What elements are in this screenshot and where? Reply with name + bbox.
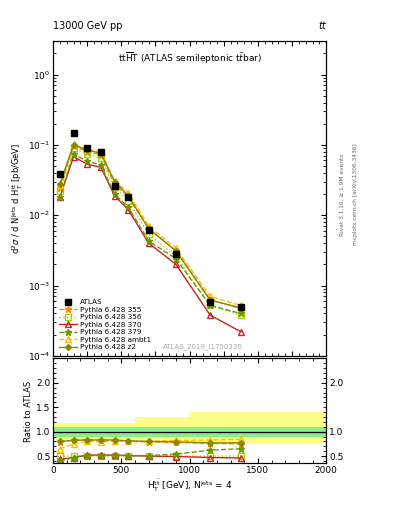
Pythia 6.428 355 (71, 143, 76, 149)
Pythia 6.428 370 (99, 164, 103, 170)
Pythia 6.428 370 (126, 206, 130, 212)
Pythia 6.428 z2 (71, 142, 76, 148)
Line: Pythia 6.428 379: Pythia 6.428 379 (57, 150, 244, 317)
Pythia 6.428 355 (239, 306, 243, 312)
Text: tt: tt (318, 20, 326, 31)
Text: Rivet 3.1.10, ≥ 1.9M events: Rivet 3.1.10, ≥ 1.9M events (340, 154, 344, 236)
Pythia 6.428 379 (71, 151, 76, 157)
Pythia 6.428 370 (57, 194, 62, 200)
Pythia 6.428 355 (57, 185, 62, 191)
Pythia 6.428 356 (85, 151, 90, 157)
Pythia 6.428 ambt1 (174, 245, 178, 251)
Pythia 6.428 356 (126, 198, 130, 204)
Pythia 6.428 ambt1 (126, 189, 130, 196)
ATLAS (126, 194, 130, 200)
Text: tt$\overline{\rm H}$T (ATLAS semileptonic t$\bar{t}$bar): tt$\overline{\rm H}$T (ATLAS semileptoni… (118, 50, 262, 66)
Pythia 6.428 370 (71, 154, 76, 160)
Pythia 6.428 z2 (85, 147, 90, 153)
Pythia 6.428 z2 (174, 248, 178, 254)
Pythia 6.428 356 (239, 312, 243, 318)
Pythia 6.428 356 (57, 188, 62, 194)
Pythia 6.428 ambt1 (112, 178, 117, 184)
Pythia 6.428 370 (239, 329, 243, 335)
Pythia 6.428 356 (146, 231, 151, 237)
Pythia 6.428 355 (99, 152, 103, 158)
Pythia 6.428 356 (112, 184, 117, 190)
Pythia 6.428 379 (239, 310, 243, 316)
Pythia 6.428 ambt1 (239, 303, 243, 309)
X-axis label: H$_{\rm T}^{\rm t\bar{t}}$ [GeV], N$^{\rm jets}$ = 4: H$_{\rm T}^{\rm t\bar{t}}$ [GeV], N$^{\r… (147, 478, 232, 494)
Line: Pythia 6.428 z2: Pythia 6.428 z2 (58, 143, 243, 310)
Pythia 6.428 379 (57, 194, 62, 200)
Pythia 6.428 ambt1 (71, 141, 76, 147)
ATLAS (208, 299, 213, 305)
Legend: ATLAS, Pythia 6.428 355, Pythia 6.428 356, Pythia 6.428 370, Pythia 6.428 379, P: ATLAS, Pythia 6.428 355, Pythia 6.428 35… (57, 297, 153, 352)
Pythia 6.428 379 (174, 255, 178, 262)
Pythia 6.428 356 (71, 145, 76, 151)
Pythia 6.428 355 (174, 248, 178, 254)
Pythia 6.428 370 (146, 240, 151, 246)
Pythia 6.428 355 (85, 148, 90, 155)
Pythia 6.428 z2 (239, 305, 243, 311)
Pythia 6.428 379 (126, 204, 130, 210)
Pythia 6.428 ambt1 (146, 223, 151, 229)
Pythia 6.428 379 (99, 162, 103, 168)
Pythia 6.428 370 (174, 261, 178, 267)
Pythia 6.428 379 (85, 158, 90, 164)
ATLAS (112, 183, 117, 189)
ATLAS (85, 145, 90, 151)
ATLAS (71, 131, 76, 137)
Text: mcplots.cern.ch [arXiv:1306.3436]: mcplots.cern.ch [arXiv:1306.3436] (353, 144, 358, 245)
Pythia 6.428 z2 (126, 193, 130, 199)
Pythia 6.428 ambt1 (99, 149, 103, 155)
Pythia 6.428 z2 (146, 226, 151, 232)
Pythia 6.428 z2 (112, 179, 117, 185)
Pythia 6.428 355 (126, 194, 130, 200)
Pythia 6.428 z2 (99, 150, 103, 156)
Line: Pythia 6.428 ambt1: Pythia 6.428 ambt1 (57, 141, 244, 308)
Text: 13000 GeV pp: 13000 GeV pp (53, 20, 123, 31)
Pythia 6.428 379 (112, 191, 117, 197)
ATLAS (239, 304, 243, 310)
Pythia 6.428 356 (99, 155, 103, 161)
Pythia 6.428 z2 (57, 181, 62, 187)
Pythia 6.428 370 (208, 312, 213, 318)
Pythia 6.428 ambt1 (57, 182, 62, 188)
ATLAS (57, 172, 62, 178)
Pythia 6.428 z2 (208, 297, 213, 303)
Pythia 6.428 379 (146, 238, 151, 244)
Line: Pythia 6.428 370: Pythia 6.428 370 (57, 154, 244, 334)
Pythia 6.428 356 (174, 253, 178, 260)
Pythia 6.428 370 (112, 193, 117, 199)
Pythia 6.428 355 (208, 296, 213, 303)
Text: ATLAS_2019_I1750330: ATLAS_2019_I1750330 (163, 343, 243, 350)
Line: ATLAS: ATLAS (57, 130, 244, 310)
Pythia 6.428 ambt1 (85, 146, 90, 152)
Line: Pythia 6.428 355: Pythia 6.428 355 (57, 142, 244, 312)
Y-axis label: d$^{2}\sigma$ / d N$^{\rm jets}$ d H$_{\rm T}^{\rm t\bar{t}}$ [pb/GeV]: d$^{2}\sigma$ / d N$^{\rm jets}$ d H$_{\… (9, 143, 25, 254)
Pythia 6.428 356 (208, 303, 213, 309)
Pythia 6.428 379 (208, 303, 213, 309)
Pythia 6.428 ambt1 (208, 293, 213, 300)
ATLAS (146, 227, 151, 233)
ATLAS (99, 150, 103, 156)
Pythia 6.428 370 (85, 161, 90, 167)
Pythia 6.428 355 (112, 181, 117, 187)
Pythia 6.428 355 (146, 225, 151, 231)
Line: Pythia 6.428 356: Pythia 6.428 356 (57, 145, 244, 318)
Y-axis label: Ratio to ATLAS: Ratio to ATLAS (24, 380, 33, 441)
ATLAS (174, 251, 178, 257)
